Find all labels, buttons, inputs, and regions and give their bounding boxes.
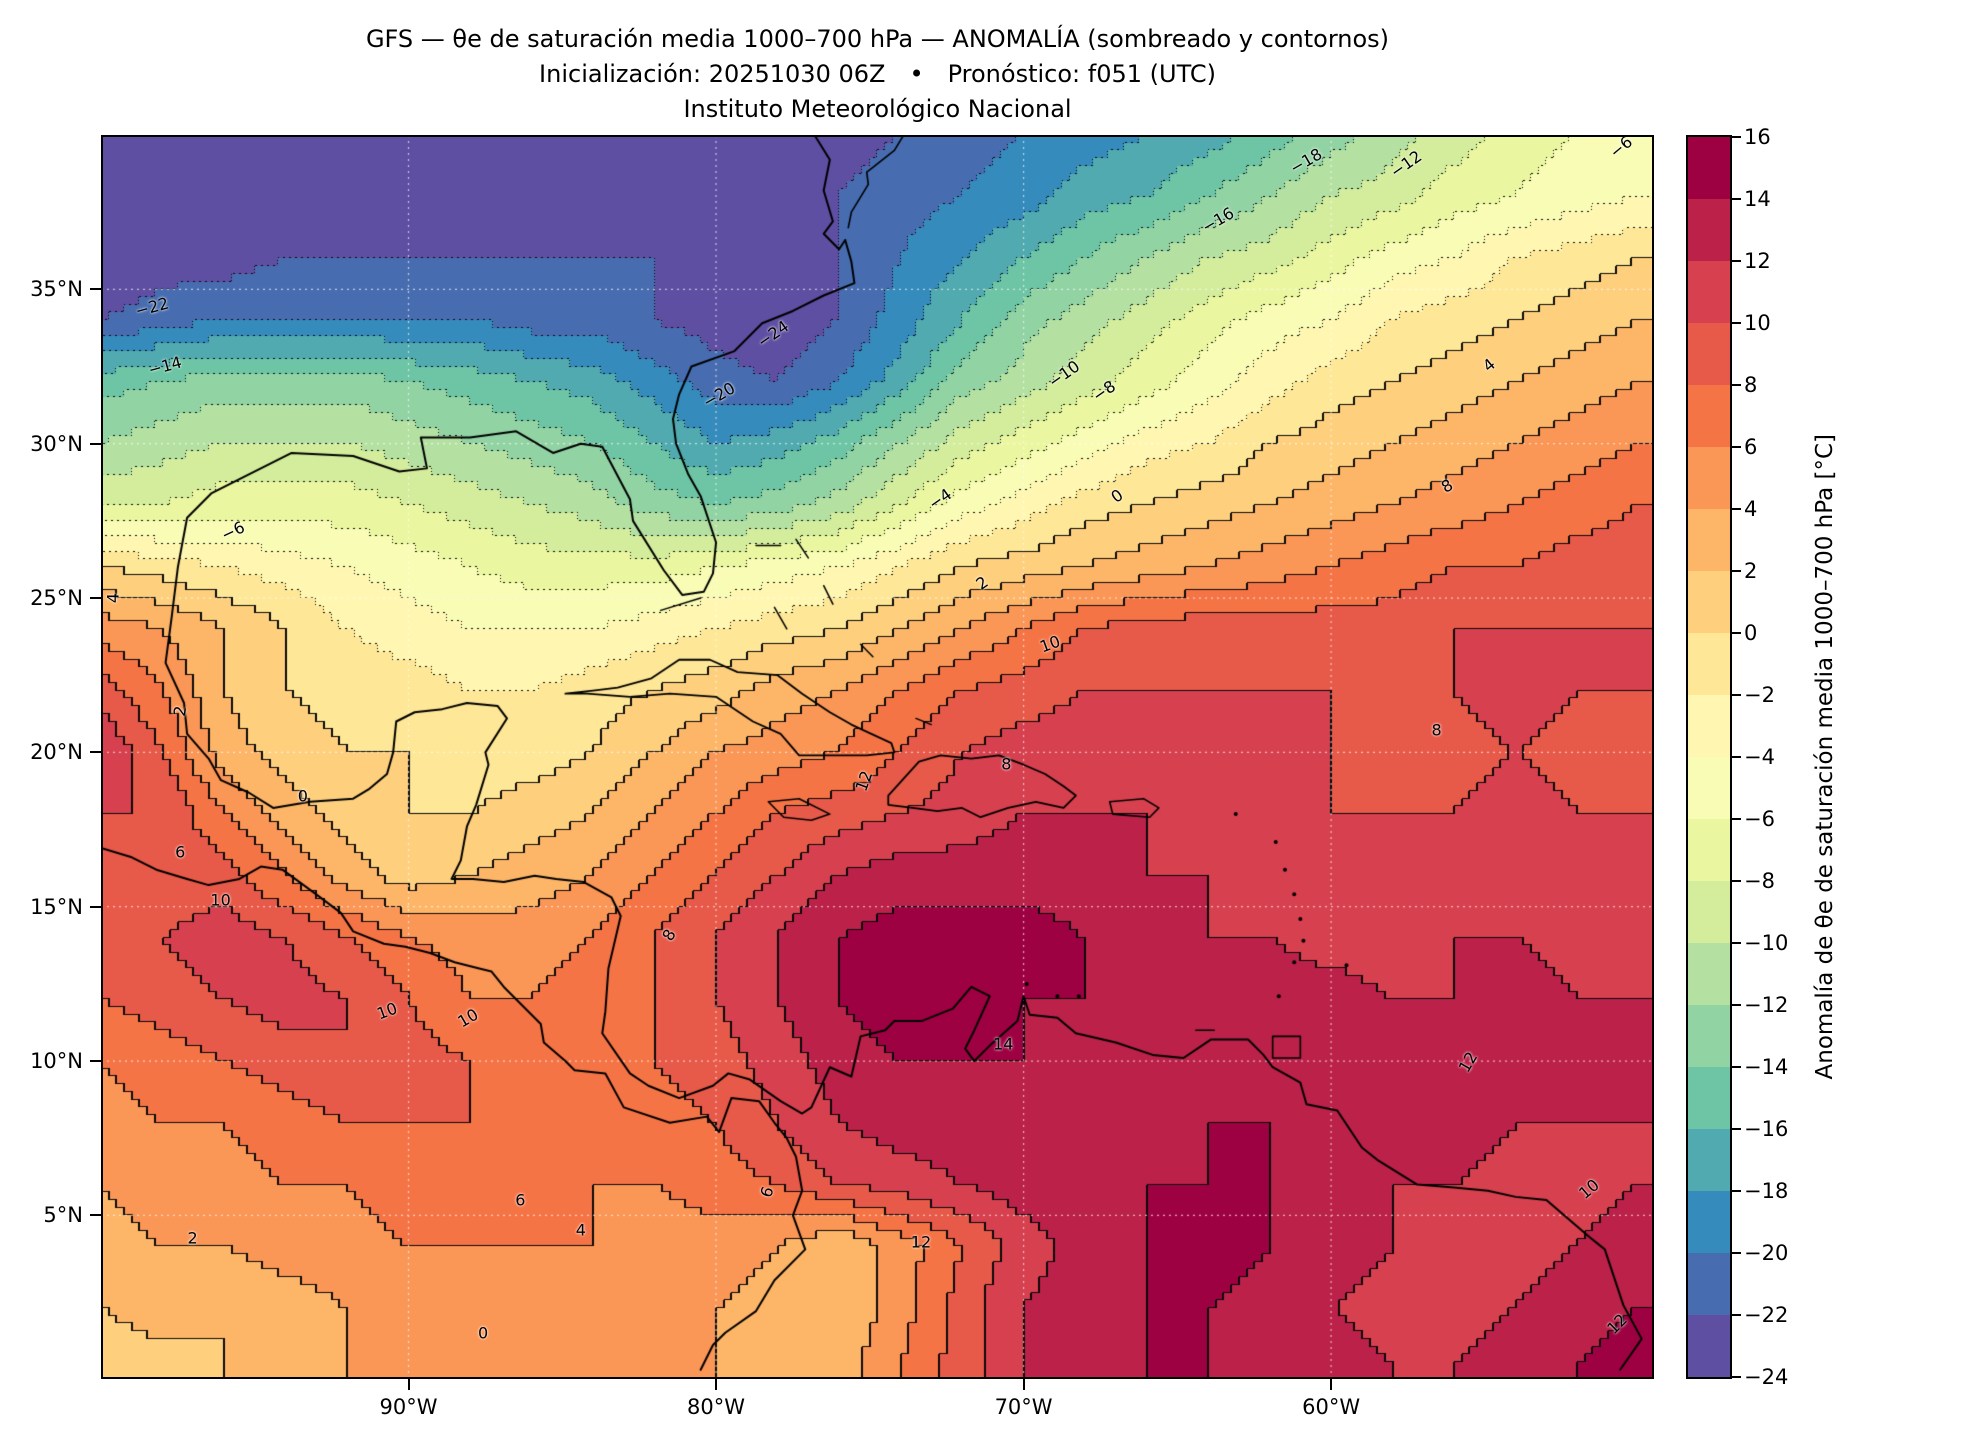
colorbar-tick-mark: [1730, 1252, 1741, 1254]
colorbar-segment: [1688, 447, 1730, 509]
colorbar-tick-label: −16: [1744, 1117, 1789, 1141]
colorbar-tick-mark: [1730, 818, 1741, 820]
colorbar-tick-mark: [1730, 1004, 1741, 1006]
colorbar-segment: [1688, 1129, 1730, 1191]
colorbar-tick-label: 6: [1744, 435, 1758, 459]
colorbar-tick-label: −14: [1744, 1055, 1789, 1079]
colorbar-tick-label: −6: [1744, 807, 1775, 831]
lat-tick-label: 20°N: [30, 740, 83, 765]
lat-tick-mark: [90, 597, 101, 600]
lat-tick-label: 35°N: [30, 277, 83, 302]
lat-tick-label: 30°N: [30, 431, 83, 456]
colorbar-tick-mark: [1730, 260, 1741, 262]
colorbar-tick-label: −12: [1744, 993, 1789, 1017]
colorbar-tick-mark: [1730, 384, 1741, 386]
chart-subtitle-run-info: Inicialización: 20251030 06Z • Pronóstic…: [539, 60, 1216, 88]
colorbar-segment: [1688, 943, 1730, 1005]
colorbar-segment: [1688, 1067, 1730, 1129]
chart-institution: Instituto Meteorológico Nacional: [683, 95, 1072, 123]
colorbar-tick-label: 0: [1744, 621, 1758, 645]
colorbar-tick-label: 16: [1744, 125, 1771, 149]
colorbar-label-wrap: Anomalía de θe de saturación media 1000–…: [1812, 135, 1838, 1379]
colorbar-segment: [1688, 881, 1730, 943]
colorbar-tick-mark: [1730, 1066, 1741, 1068]
colorbar-tick-label: −10: [1744, 931, 1789, 955]
colorbar-tick-label: −2: [1744, 683, 1775, 707]
colorbar-tick-mark: [1730, 136, 1741, 138]
lon-tick-label: 90°W: [379, 1395, 438, 1419]
lon-tick-mark: [1022, 1379, 1025, 1390]
colorbar-tick-mark: [1730, 446, 1741, 448]
lat-tick-label: 15°N: [30, 894, 83, 919]
colorbar-tick-label: −20: [1744, 1241, 1789, 1265]
colorbar-tick-label: −18: [1744, 1179, 1789, 1203]
colorbar-tick-mark: [1730, 1376, 1741, 1378]
colorbar-tick-label: 2: [1744, 559, 1758, 583]
colorbar-tick-mark: [1730, 508, 1741, 510]
colorbar-segment: [1688, 1315, 1730, 1377]
colorbar-segment: [1688, 1191, 1730, 1253]
colorbar-segment: [1688, 695, 1730, 757]
colorbar-tick-label: −24: [1744, 1365, 1789, 1389]
colorbar-segment: [1688, 633, 1730, 695]
colorbar-tick-mark: [1730, 1190, 1741, 1192]
colorbar-segment: [1688, 571, 1730, 633]
anomaly-field-canvas: [101, 135, 1654, 1379]
colorbar-tick-mark: [1730, 632, 1741, 634]
colorbar-segment: [1688, 509, 1730, 571]
lat-tick-mark: [90, 1060, 101, 1063]
lat-tick-label: 10°N: [30, 1049, 83, 1074]
lon-tick-mark: [1330, 1379, 1333, 1390]
colorbar-tick-mark: [1730, 322, 1741, 324]
colorbar: 16 14 12 10 8 6 4 2 0 −2 −4 −6 −8 −10 −12 −14 −16 −18 −20 −…: [1686, 125, 1788, 1389]
colorbar-tick-mark: [1730, 942, 1741, 944]
colorbar-tick-label: 12: [1744, 249, 1771, 273]
colorbar-tick-label: −4: [1744, 745, 1775, 769]
title-block: GFS — θe de saturación media 1000–700 hP…: [101, 22, 1654, 127]
colorbar-segment: [1688, 199, 1730, 261]
colorbar-tick-label: 8: [1744, 373, 1758, 397]
lat-tick-mark: [90, 751, 101, 754]
lat-tick-mark: [90, 905, 101, 908]
colorbar-tick-label: −8: [1744, 869, 1775, 893]
colorbar-segment: [1688, 385, 1730, 447]
lon-tick-label: 70°W: [994, 1395, 1053, 1419]
colorbar-label: Anomalía de θe de saturación media 1000–…: [1812, 434, 1838, 1080]
lat-tick-label: 5°N: [43, 1203, 83, 1228]
colorbar-tick-mark: [1730, 694, 1741, 696]
colorbar-segment: [1688, 757, 1730, 819]
lon-tick-label: 60°W: [1302, 1395, 1361, 1419]
lat-tick-mark: [90, 288, 101, 291]
lat-tick-mark: [90, 442, 101, 445]
colorbar-segment: [1688, 1005, 1730, 1067]
colorbar-segment: [1688, 819, 1730, 881]
colorbar-tick-mark: [1730, 198, 1741, 200]
colorbar-segment: [1688, 261, 1730, 323]
chart-title: GFS — θe de saturación media 1000–700 hP…: [365, 25, 1390, 53]
colorbar-segment: [1688, 137, 1730, 199]
colorbar-tick-mark: [1730, 1128, 1741, 1130]
colorbar-tick-mark: [1730, 1314, 1741, 1316]
lon-tick-mark: [715, 1379, 718, 1390]
colorbar-tick-label: 4: [1744, 497, 1758, 521]
map-plot-area: −22 −14 −6 −24 −20 −18 −16 −12 −6 −10 −8 −4 0 2 4 8 10 8 1…: [30, 133, 1654, 1419]
lat-tick-label: 25°N: [30, 586, 83, 611]
colorbar-segment: [1688, 1253, 1730, 1315]
colorbar-tick-mark: [1730, 570, 1741, 572]
colorbar-segment: [1688, 323, 1730, 385]
lon-tick-label: 80°W: [687, 1395, 746, 1419]
lat-tick-mark: [90, 1214, 101, 1217]
colorbar-tick-label: 14: [1744, 187, 1771, 211]
colorbar-tick-mark: [1730, 880, 1741, 882]
colorbar-tick-label: 10: [1744, 311, 1771, 335]
colorbar-tick-mark: [1730, 756, 1741, 758]
lon-tick-mark: [407, 1379, 410, 1390]
colorbar-tick-label: −22: [1744, 1303, 1789, 1327]
